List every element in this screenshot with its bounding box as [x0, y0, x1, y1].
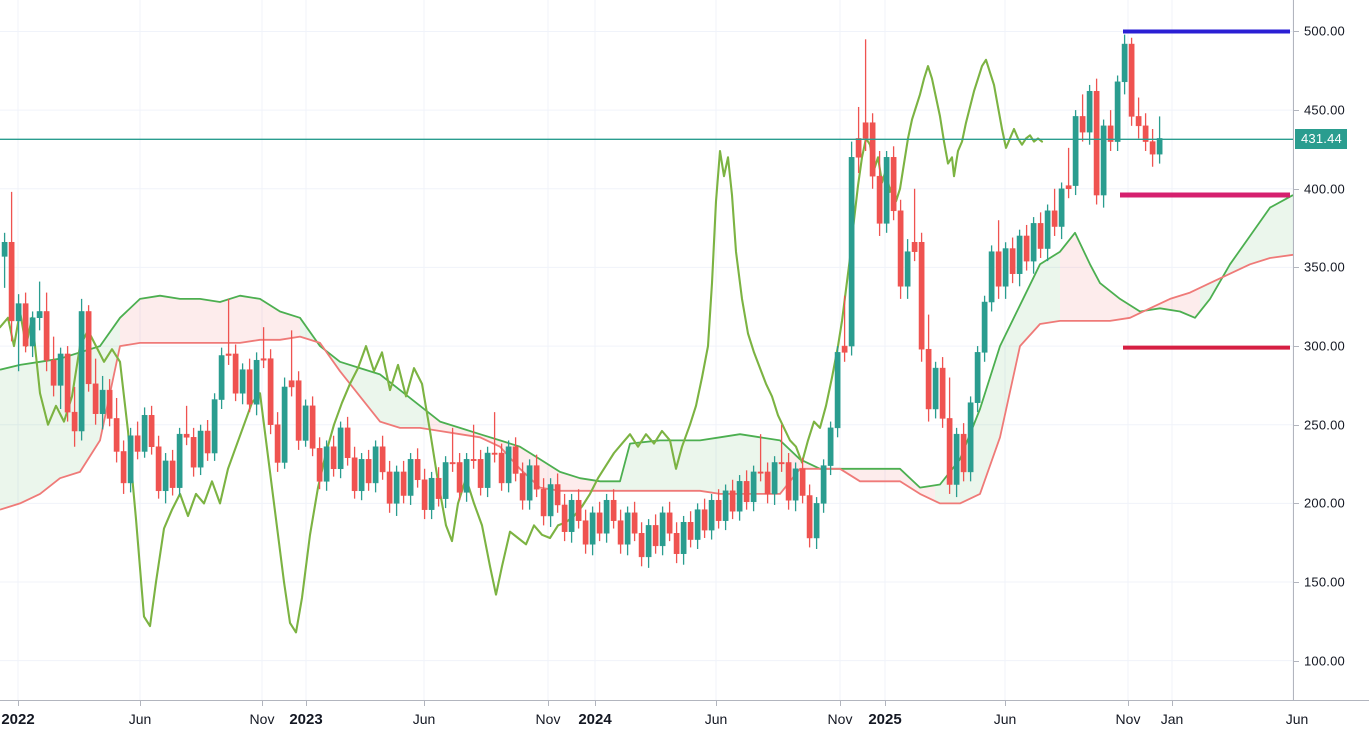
time-tick-label: Nov	[249, 711, 275, 727]
candlestick-series	[1, 34, 1163, 568]
price-tick-label: 450.00	[1304, 102, 1345, 118]
price-tick-mark	[1294, 424, 1299, 426]
time-tick-mark	[1005, 701, 1006, 706]
time-tick-mark	[262, 701, 263, 706]
time-tick-label: Jun	[704, 711, 728, 727]
horizontal-price-lines[interactable]	[0, 29, 1293, 350]
time-tick-mark	[1128, 701, 1129, 706]
time-tick-mark	[140, 701, 141, 706]
time-tick-label: 2024	[578, 711, 612, 728]
time-tick-mark	[18, 701, 19, 706]
time-tick-label: 2023	[289, 711, 323, 728]
price-tick-label: 150.00	[1304, 574, 1345, 590]
current-price-badge[interactable]: 431.44	[1295, 129, 1347, 150]
time-tick-label: 2025	[868, 711, 902, 728]
time-tick-label: 2022	[1, 711, 35, 728]
price-tick-label: 250.00	[1304, 417, 1345, 433]
time-tick-label: Jan	[1160, 711, 1184, 727]
price-tick-mark	[1294, 503, 1299, 505]
comparison-line	[0, 58, 1044, 634]
time-tick-label: Nov	[535, 711, 561, 727]
price-tick-mark	[1294, 346, 1299, 348]
price-tick-mark	[1294, 110, 1299, 112]
price-tick-mark	[1294, 188, 1299, 190]
time-tick-label: Jun	[128, 711, 152, 727]
price-tick-mark	[1294, 660, 1299, 662]
price-tick-mark	[1294, 267, 1299, 269]
price-tick-label: 350.00	[1304, 259, 1345, 275]
price-axis[interactable]: 500.00 450.00 400.00 350.00 300.00 250.00 200.…	[1293, 0, 1369, 700]
price-tick-label: 200.00	[1304, 495, 1345, 511]
price-tick-label: 100.00	[1304, 653, 1345, 669]
price-tick-mark	[1294, 582, 1299, 584]
time-tick-mark	[424, 701, 425, 706]
time-tick-mark	[1172, 701, 1173, 706]
time-tick-mark	[840, 701, 841, 706]
time-tick-label: Jun	[412, 711, 436, 727]
time-tick-mark	[885, 701, 886, 706]
time-tick-mark	[595, 701, 596, 706]
price-tick-label: 300.00	[1304, 338, 1345, 354]
time-tick-label: Jun	[1285, 711, 1309, 727]
time-axis[interactable]: 2022 Jun Nov 2023 Jun Nov 2024 Jun Nov 2025 Jun Nov…	[0, 700, 1369, 738]
time-tick-label: Nov	[827, 711, 853, 727]
time-tick-mark	[716, 701, 717, 706]
chart-plot-area[interactable]	[0, 0, 1293, 700]
price-tick-label: 500.00	[1304, 23, 1345, 39]
price-tick-mark	[1294, 31, 1299, 33]
price-tick-label: 400.00	[1304, 181, 1345, 197]
chart-svg	[0, 0, 1293, 700]
time-tick-mark	[548, 701, 549, 706]
time-tick-label: Jun	[993, 711, 1017, 727]
time-tick-label: Nov	[1115, 711, 1141, 727]
time-tick-mark	[306, 701, 307, 706]
